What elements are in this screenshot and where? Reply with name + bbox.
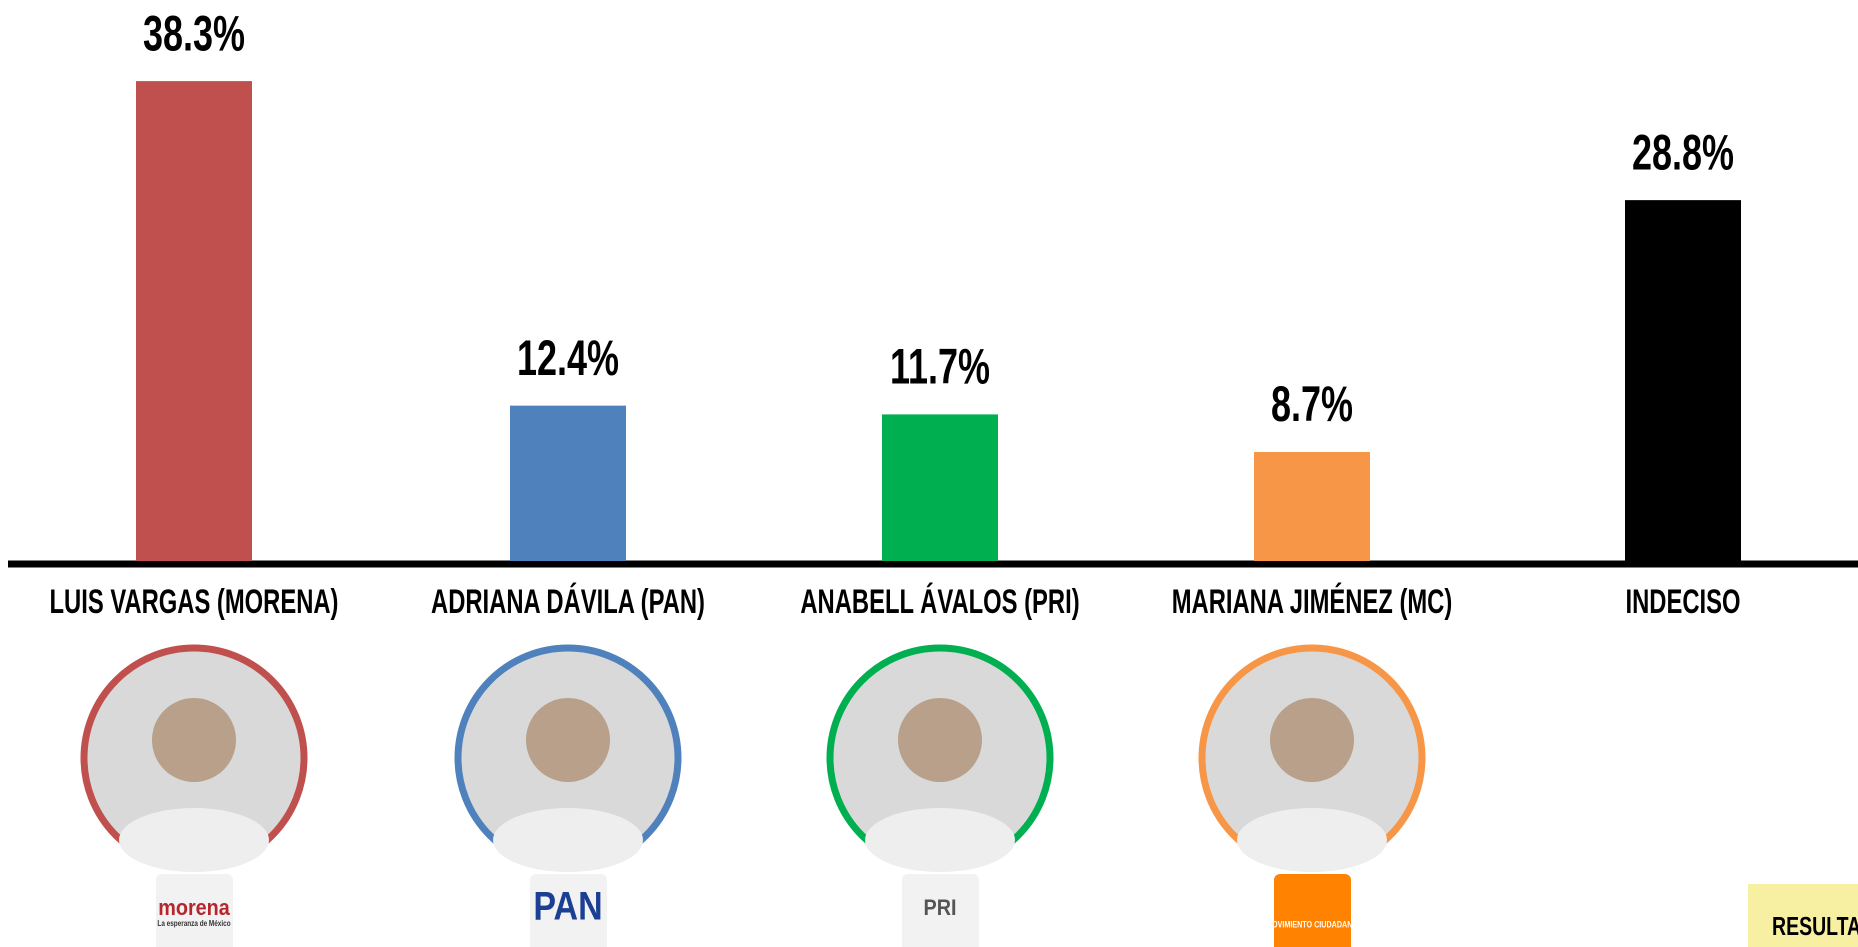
x-tick-label: LUIS VARGAS (MORENA): [50, 583, 339, 621]
chart: RESULTA 38.3% LUIS VARGAS (MORENA) morenaL…: [0, 0, 1858, 947]
value-label: 28.8%: [1632, 126, 1734, 181]
bar: [136, 81, 252, 561]
x-tick-label: MARIANA JIMÉNEZ (MC): [1172, 582, 1453, 621]
logo-tagline: La esperanza de México: [157, 918, 231, 928]
bar: [1625, 200, 1741, 561]
logo-text: MOVIMIENTO CIUDADANO: [1266, 920, 1358, 930]
bar: [510, 406, 626, 561]
badge-text: RESULTA: [1772, 911, 1858, 940]
photo-face: [152, 698, 236, 782]
value-label: 12.4%: [517, 331, 619, 386]
logo-text: PRI: [924, 896, 957, 920]
logo-text: morena: [158, 896, 230, 920]
bar: [1254, 452, 1370, 561]
x-tick-label: ANABELL ÁVALOS (PRI): [800, 582, 1079, 621]
logo-text: PAN: [533, 883, 602, 928]
photo-body: [493, 808, 643, 872]
photo-body: [865, 808, 1015, 872]
value-label: 8.7%: [1271, 378, 1353, 433]
photo-face: [526, 698, 610, 782]
photo-face: [898, 698, 982, 782]
photo-body: [119, 808, 269, 872]
x-tick-label: ADRIANA DÁVILA (PAN): [431, 582, 705, 621]
photo-face: [1270, 698, 1354, 782]
value-label: 38.3%: [143, 7, 245, 62]
party-logo: [1274, 874, 1351, 947]
value-label: 11.7%: [890, 340, 990, 395]
photo-body: [1237, 808, 1387, 872]
bar: [882, 414, 998, 561]
x-tick-label: INDECISO: [1626, 583, 1741, 621]
